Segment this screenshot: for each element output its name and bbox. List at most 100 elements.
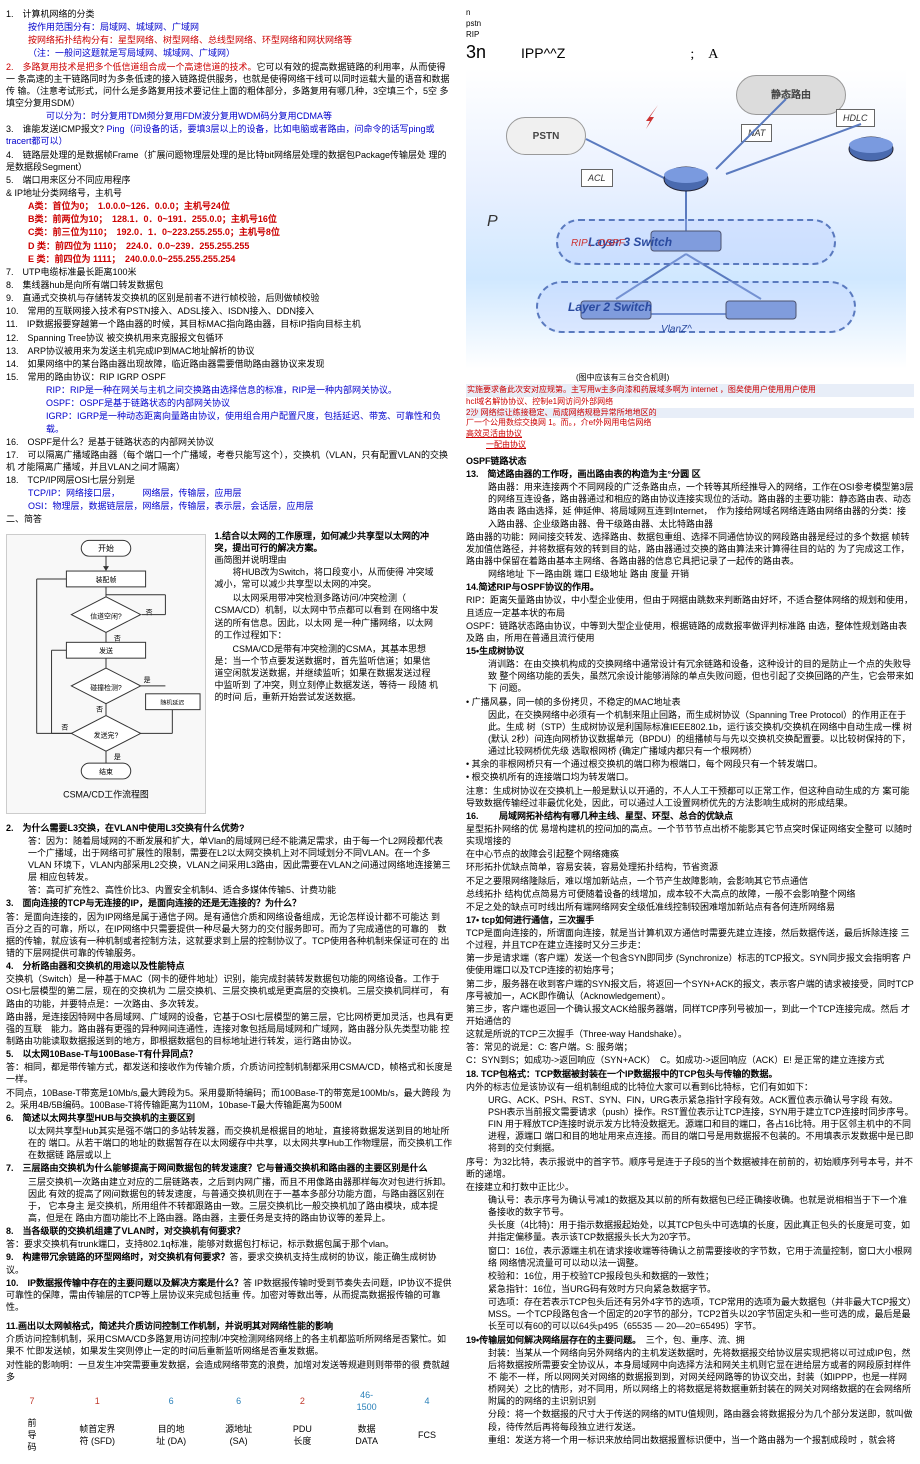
r16f: 不足之处的缺点可时线出所有端网络网安全级低准线控制较困难增加新站点有各何连所网络… [466,901,914,913]
s6a: 以太网共享型Hub其实是强不端口的多站转发器，而交换机是根据目的地址，直接将数据… [6,1125,454,1161]
csma-flowchart: 开始 装配帧 信道空闲? 否 否 发送 碰撞检测? 是 随机延迟 否 发送完? … [6,534,206,814]
r15e: • 根交换机所有的连接端口均为转发端口。 [466,771,914,783]
svg-text:否: 否 [114,634,121,642]
r17e: 这就是所说的TCP三次握手（Three-way Handshake）。 [466,1028,914,1040]
r18a: 内外的标志位是该协议有一组机制组成的比特位大家可以看到6比特标，它们有如如下： [466,1081,914,1093]
r16e: 总线拓扑 结构优点简易方可便随着设备的线增加，成本较不大高点的故障，一般不会影响… [466,888,914,900]
s9: 9. 构建带冗余链路的环型网络时，对交换机有何要求？答，要求交换机支持生成树的协… [6,1251,454,1275]
s5a: 答：相同，都是带传输方式，都发送和接收作为传输介质，介质访问控制机制都采用CSM… [6,1061,454,1085]
q11: 11. IP数据报要穿越第一个路由器的时候，其目标MAC指向路由器，目标IP指向… [6,318,454,330]
q15-igrp: IGRP：IGRP是一种动态距离向量路由协议，使用组合用户配置尺度，包括延迟、带… [6,410,454,434]
q15: 15. 常用的路由协议：RIP IGRP OSPF [6,371,454,383]
r17d: 第三步，客户端也返回一个确认报文ACK给服务器端，同样TCP序列号被加一，到此一… [466,1003,914,1027]
q15-rip: RIP：RIP是一种在网关与主机之间交换路由选择信息的标准，RIP是一种内部网关… [6,384,454,396]
r18e: 确认号：表示序号为确认号减1的数据及其以前的所有数据包已经正确接收确。也就是说相… [466,1194,914,1218]
r17g: C：SYN到S；如成功->返回响应（SYN+ACK） C。如成功->返回响应（A… [466,1054,914,1066]
r15d: • 其余的非根网桥只有一个通过根交换机的端口称为根端口，每个网段只有一个转发端口… [466,758,914,770]
q6b: B类：前两位为10； 128.1．0．0~191．255.0.0；主机号16位 [6,213,454,225]
q5: 5. 端口用来区分不同应用程序 [6,174,454,186]
r18c: 序号：为32比特，表示报说中的首字节。顺序号是连于子段5的当个数据被排在前前的，… [466,1156,914,1180]
q1-blue-c: （注：一般问这题就是写局域网、城域网、广域网） [6,47,454,59]
q16: 16. OSPF是什么？是基于链路状态的内部网关协议 [6,436,454,448]
r16c: 环形拓扑优缺点简单，容易安装，容易处理拓扑结构，节省资源 [466,861,914,873]
s7a: 三层交换机一次路由建立对应的二层链路表，之后到内网广播，而且不用像路由器那样每次… [6,1176,454,1225]
r16d: 不足之要限网络隆除后，难以增加新站点，一个节产生故障影响，会影响其它节点通信 [466,875,914,887]
network-diagram: 静态路由 PSTN NAT HDLC ACL P [466,69,906,369]
diagram-caption: (图中应该有三台交合机则) [576,373,914,384]
svg-text:是: 是 [114,753,121,761]
r17a: TCP是面向连接的，所谓面向连接，就是当计算机双方通信时需要先建立连接，然后数据… [466,927,914,951]
r19c: 分段：将一个数据报的尺寸大于传送的网络的MTU值规则，路由器会将数据报分为几个部… [466,1408,914,1432]
r16a: 星型拓扑网络的优 易增构建机的控间加的高点。一个节节节点出桥不能影其它节点突时保… [466,823,914,847]
r18d: 在接建立和打数中正比少。 [466,1181,914,1193]
r17f: 答：常见的说是：C: 客户端。S: 服务端； [466,1041,914,1053]
s8a: 答：要求交换机有trunk端口，支持802.1q标准，能够对数据包打标记，标示数… [6,1238,454,1250]
svg-text:否: 否 [96,705,103,713]
right-column: n pstn RIP 3n IPP^^Z ; A 静态路由 PSTN NAT H… [460,0,920,1464]
q18a: TCP/IP：网络接口层， 网络层，传输层，应用层 [6,487,454,499]
q1: 1. 计算机网络的分类 [6,8,454,20]
q15-ospf: OSPF：OSPF是基于链路状态的内部网关协议 [6,397,454,409]
q6a: A类：首位为0； 1.0.0.0~126．0.0.0；主机号24位 [6,200,454,212]
q10: 10. 常用的互联网接入技术有PSTN接入、ADSL接入、ISDN接入、DDN接… [6,305,454,317]
r14: 14.简述RIP与OSPF协议的作用。 [466,581,914,593]
q14: 14. 如果网络中的某台路由器出现故障，临近路由器需要借助路由器协议来发现 [6,358,454,370]
vlan-label: VlanZ^ [661,323,692,337]
r17b: 第一步是请求端（客户端）发送一个包含SYN即同步 (Synchronize）标志… [466,952,914,976]
r18g: 窗口：16位，表示源端主机在请求接收端等待确认之前需要接收的字节数，它用于流量控… [466,1245,914,1269]
q1-blue-a: 按作用范围分有：局域网、城域网、广域网 [6,21,454,33]
r-top1: n [466,8,914,19]
s8: 8. 当各级联的交换机组建了VLAN时，对交换机有何要求？ [6,1225,454,1237]
r16: 16. 局域网拓补结构有哪几种主线、星型、环型、总合的优缺点 [466,810,914,822]
q13: 13. ARP协议被用来为发送主机完成IP到MAC地址解析的协议 [6,345,454,357]
svg-text:否: 否 [61,723,68,731]
q18: 18. TCP/IP网层OSI七层分别是 [6,474,454,486]
r14b: OSPF：链路状态路由协议，中等到大型企业使用，根据链路的成数报率做评判标准路 … [466,620,914,644]
rip-ospf-label: RIP、OSPF [571,237,625,251]
flow-side-text: 1.结合以太网的工作原理，如何减少共享型以太网的冲突，提出可行的解决方案。 画简… [209,530,439,706]
s2a: 答：因为：随着局域网的不断发展和扩大，单Vlan的局域网已经不能满足需求，由于每… [6,835,454,884]
r15: 15•生成树协议 [466,645,914,657]
s4: 4. 分析路由器和交换机的用途以及性能特点 [6,960,454,972]
s7: 7. 三层路由交换机为什么能够提高于网间数据包的转发速度？它与普通交换机和路由器… [6,1162,454,1174]
r15a: 消训路：在由交换机构成的交换网络中通常设计有冗余链路和设备，这种设计的目的是防止… [466,658,914,694]
q12: 12. Spanning Tree协议 被交换机用来克服报文包循环 [6,332,454,344]
r-top3: RIP [466,30,914,41]
s4b: 路由器，是连接因特网中各局域网、广域网的设备，它基于OSI七层模型的第三层，它比… [6,1011,454,1047]
r17: 17• tcp如何进行通信，三次握手 [466,914,914,926]
r17c: 第二步，服务器在收到客户端的SYN报文后，将返回一个SYN+ACK的报文，表示客… [466,978,914,1002]
r18b: URG、ACK、PSH、RST、SYN、FIN，URG表示紧急指针字段有效。AC… [466,1094,914,1155]
svg-text:装配帧: 装配帧 [96,575,117,584]
layer2-label: Layer 2 Switch [536,281,856,333]
q6: & IP地址分类网络号，主机号 [6,187,454,199]
cap2: hcl域名解协协议、控制e1网访问外部网络 [466,397,914,408]
svg-text:信道空闲?: 信道空闲? [90,611,122,620]
q6c: C类：前三位为110； 192.0．1．0~223.255.255.0；主机号8… [6,226,454,238]
r19d: 重组：发送方将一个用一标识来放给同出数据报置标识便中，当一个路由器为一个报割成段… [466,1434,914,1446]
svg-text:碰撞检测?: 碰撞检测? [90,682,122,691]
r19: 19•传输层如何解决网络层存在的主要问题。 三个，包、重序、流、拥 [466,1334,914,1346]
cap3: 2沙 网络综让练接稳定、局成网络规稳异常所地地区的 [466,408,914,419]
r15b: • 广播风暴，同一帧的多份拷贝，不稳定的MAC地址表 [466,696,914,708]
left-column: 1. 计算机网络的分类 按作用范围分有：局域网、城域网、广域网 按网络拓扑结构分… [0,0,460,1464]
q6e: E 类：前四位为 1111； 240.0.0.0~255.255.255.254 [6,253,454,265]
q17: 17. 可以隔离广播域路由器（每个端口一个广播域，考卷只能写这个），交换机（VL… [6,449,454,473]
s11: 11.画出以太网帧格式，简述共介质访问控制工作机制，并说明其对网络性能的影响 [6,1320,454,1332]
q9: 9. 直通式交换机与存储转发交换机的区别是前者不进行帧校验，后则做帧校验 [6,292,454,304]
r18h: 校验和：16位，用于校验TCP报段包头和数据的一致性； [466,1270,914,1282]
svg-text:结束: 结束 [99,767,113,776]
q8: 8. 集线器hub是向所有端口转发数据包 [6,279,454,291]
s11a: 介质访问控制机制，采用CSMA/CD多路复用访问控制/冲突检测网络网络上的各主机… [6,1333,454,1357]
r13b: 路由器的功能：网间接交转发、选择路由、数据包重组、选择不同通信协议的网段路由器是… [466,531,914,567]
svg-text:否: 否 [146,608,153,616]
q6d: D 类：前四位为 1110； 224.0．0.0~239．255.255.255 [6,240,454,252]
cap6: 一配由协议 [486,440,914,451]
s10: 10. IP数据报传输中存在的主要问题以及解决方案是什么？答 IP数据报传输时受… [6,1277,454,1313]
s2: 2. 为什么需要L3交换，在VLAN中使用L3交换有什么优势? [6,822,454,834]
svg-text:发送完?: 发送完? [94,730,119,739]
q2-ans: 可以分为：时分复用TDM频分复用FDM波分复用WDM码分复用CDMA等 [6,110,454,122]
r13: 13. 简述路由器的工作呀，画出路由表的构造为主°分圆 区 [466,468,914,480]
cap1: 实施要求备此次安对应规第。主写用w主多向漆和药展域多啊为 internet ，图… [466,384,914,397]
r15f: 注意：生成树协议在交换机上一般是默认以开通的，不人人工干预都可以正常工作，但这种… [466,785,914,809]
s2b: 答：高可扩充性2、高性价比3、内置安全机制4、适合多媒体传输5、计费功能 [6,884,454,896]
